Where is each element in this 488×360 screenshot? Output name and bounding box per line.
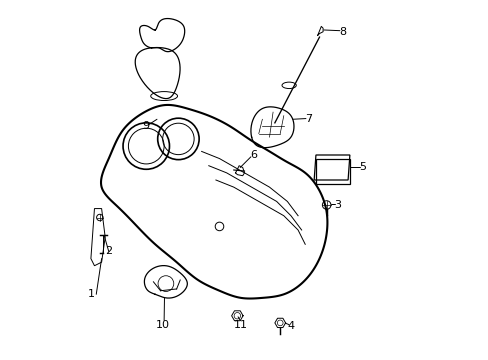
Text: 9: 9 [142,121,149,131]
Text: 3: 3 [333,200,340,210]
Text: 4: 4 [287,321,294,332]
Text: 8: 8 [339,27,346,37]
Text: 7: 7 [305,114,312,124]
Text: 10: 10 [155,320,169,330]
Text: 11: 11 [233,320,247,330]
Text: 5: 5 [358,162,365,172]
Text: 2: 2 [105,247,112,256]
Text: 1: 1 [87,289,94,299]
Text: 6: 6 [249,150,256,160]
